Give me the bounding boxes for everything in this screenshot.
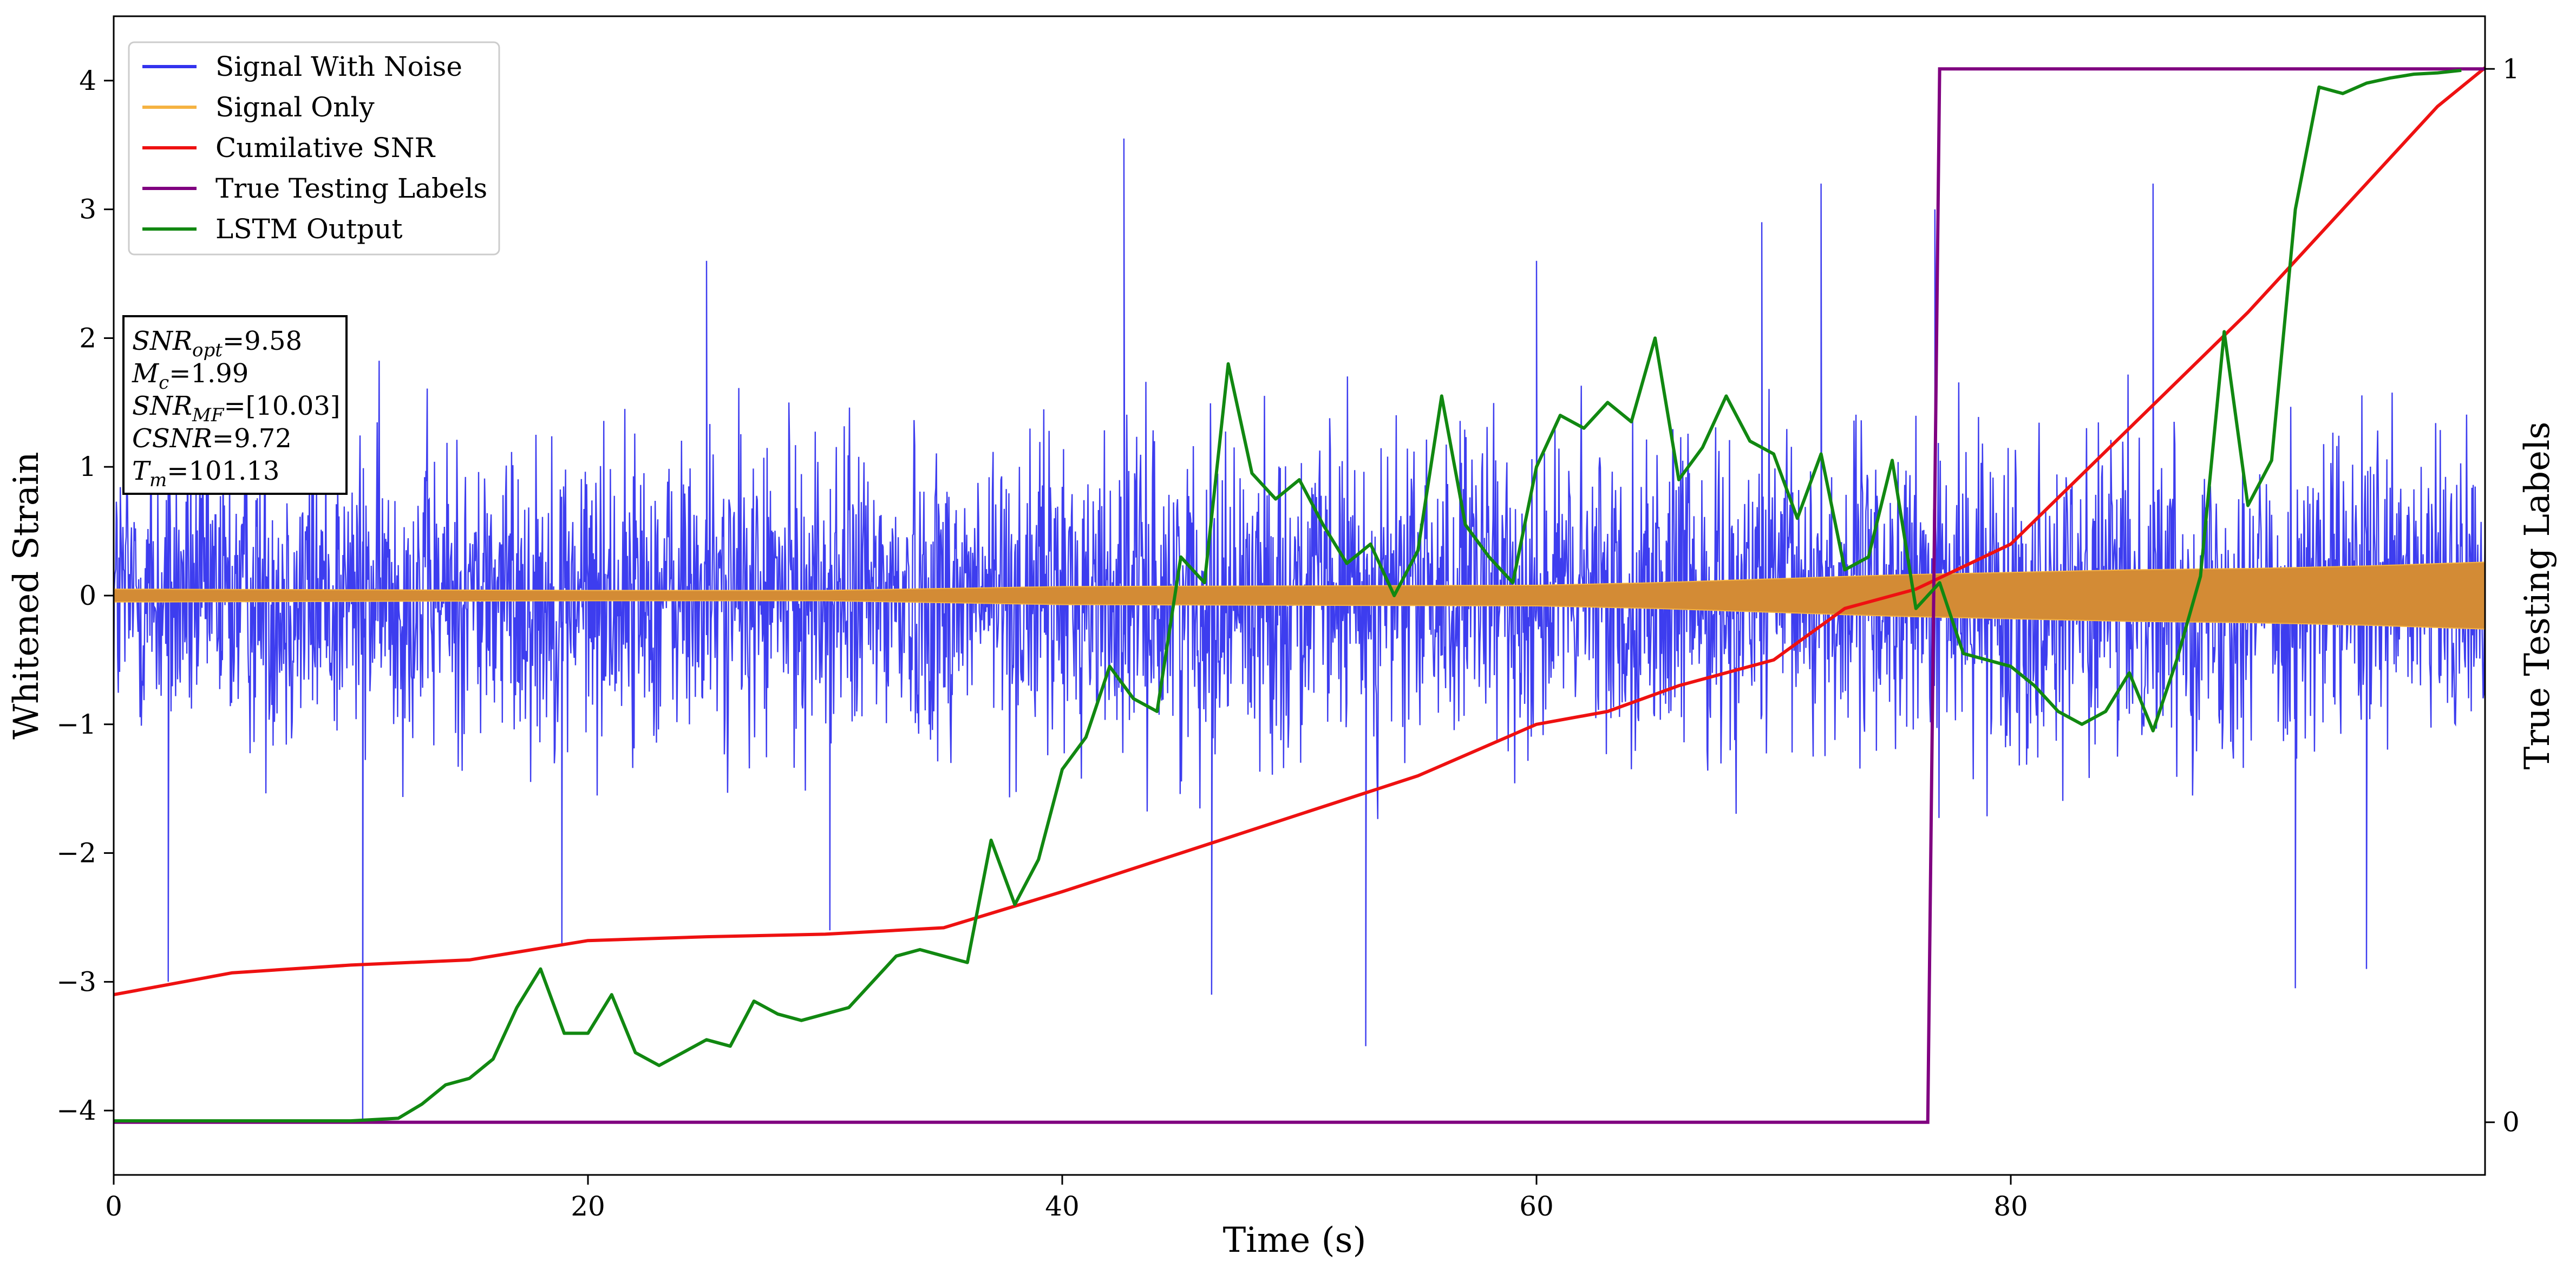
y-tick-label: −3 xyxy=(56,966,96,997)
y-axis-ticks: −4 −3 −2 −1 0 1 2 3 4 xyxy=(56,65,114,1126)
x-axis-ticks: 0 20 40 60 80 xyxy=(105,1175,2028,1222)
annotation-line: Mc=1.99 xyxy=(132,358,249,394)
parameter-annotation-box: SNRopt=9.58Mc=1.99SNRMF=[10.03]CSNR=9.72… xyxy=(122,315,348,495)
annotation-subscript: MF xyxy=(192,404,225,426)
annotation-line: Tm=101.13 xyxy=(132,456,279,491)
right-y-axis-label: True Testing Labels xyxy=(2518,422,2558,770)
legend-label: LSTM Output xyxy=(215,213,402,245)
annotation-line: SNRMF=[10.03] xyxy=(132,391,341,426)
annotation-symbol: SNR xyxy=(132,391,192,421)
annotation-value: =9.58 xyxy=(223,326,302,356)
y-tick-label: 0 xyxy=(79,580,96,611)
y-tick-label: 2 xyxy=(79,322,96,354)
x-tick-label: 20 xyxy=(571,1191,605,1222)
annotation-subscript: c xyxy=(159,372,169,394)
x-tick-label: 40 xyxy=(1045,1191,1080,1222)
annotation-line: SNRopt=9.58 xyxy=(132,326,302,361)
right-y-tick-label: 1 xyxy=(2502,53,2520,84)
annotation-value: =1.99 xyxy=(169,358,249,389)
x-tick-label: 60 xyxy=(1519,1191,1554,1222)
y-tick-label: −1 xyxy=(56,709,96,740)
y-tick-label: −2 xyxy=(56,838,96,869)
annotation-value: =9.72 xyxy=(212,423,292,454)
right-y-tick-label: 0 xyxy=(2502,1107,2520,1138)
lstm-output-line xyxy=(114,68,2462,1123)
y-tick-label: −4 xyxy=(56,1095,96,1126)
y-axis-label: Whitened Strain xyxy=(6,452,47,739)
right-y-axis-ticks: 01 xyxy=(2485,53,2520,1138)
legend-label: Cumilative SNR xyxy=(215,132,435,164)
legend-label: Signal With Noise xyxy=(215,51,462,82)
annotation-symbol: SNR xyxy=(132,326,192,356)
annotation-value: =[10.03] xyxy=(224,391,340,421)
legend: Signal With Noise Signal Only Cumilative S… xyxy=(128,41,500,256)
legend-label: Signal Only xyxy=(215,92,375,123)
signal-only-band xyxy=(114,561,2485,630)
annotation-subscript: opt xyxy=(192,339,223,361)
annotation-symbol: M xyxy=(132,358,160,389)
annotation-symbol: CSNR xyxy=(132,423,212,454)
y-tick-label: 4 xyxy=(79,65,96,96)
annotation-subscript: m xyxy=(149,469,167,491)
plot-area xyxy=(114,66,2485,1124)
x-tick-label: 0 xyxy=(105,1191,122,1222)
x-axis-label: Time (s) xyxy=(1223,1220,1367,1260)
y-tick-label: 1 xyxy=(79,451,96,482)
annotation-value: =101.13 xyxy=(167,456,279,486)
cumilative-snr-line xyxy=(114,66,2485,997)
annotation-line: CSNR=9.72 xyxy=(132,423,292,454)
true-testing-labels-line xyxy=(114,67,2485,1124)
annotation-box xyxy=(122,315,348,495)
x-tick-label: 80 xyxy=(1993,1191,2028,1222)
annotation-symbol: T xyxy=(132,456,151,486)
legend-box xyxy=(128,41,500,256)
legend-label: True Testing Labels xyxy=(215,173,487,204)
plot-series xyxy=(114,66,2485,1124)
y-tick-label: 3 xyxy=(79,194,96,225)
